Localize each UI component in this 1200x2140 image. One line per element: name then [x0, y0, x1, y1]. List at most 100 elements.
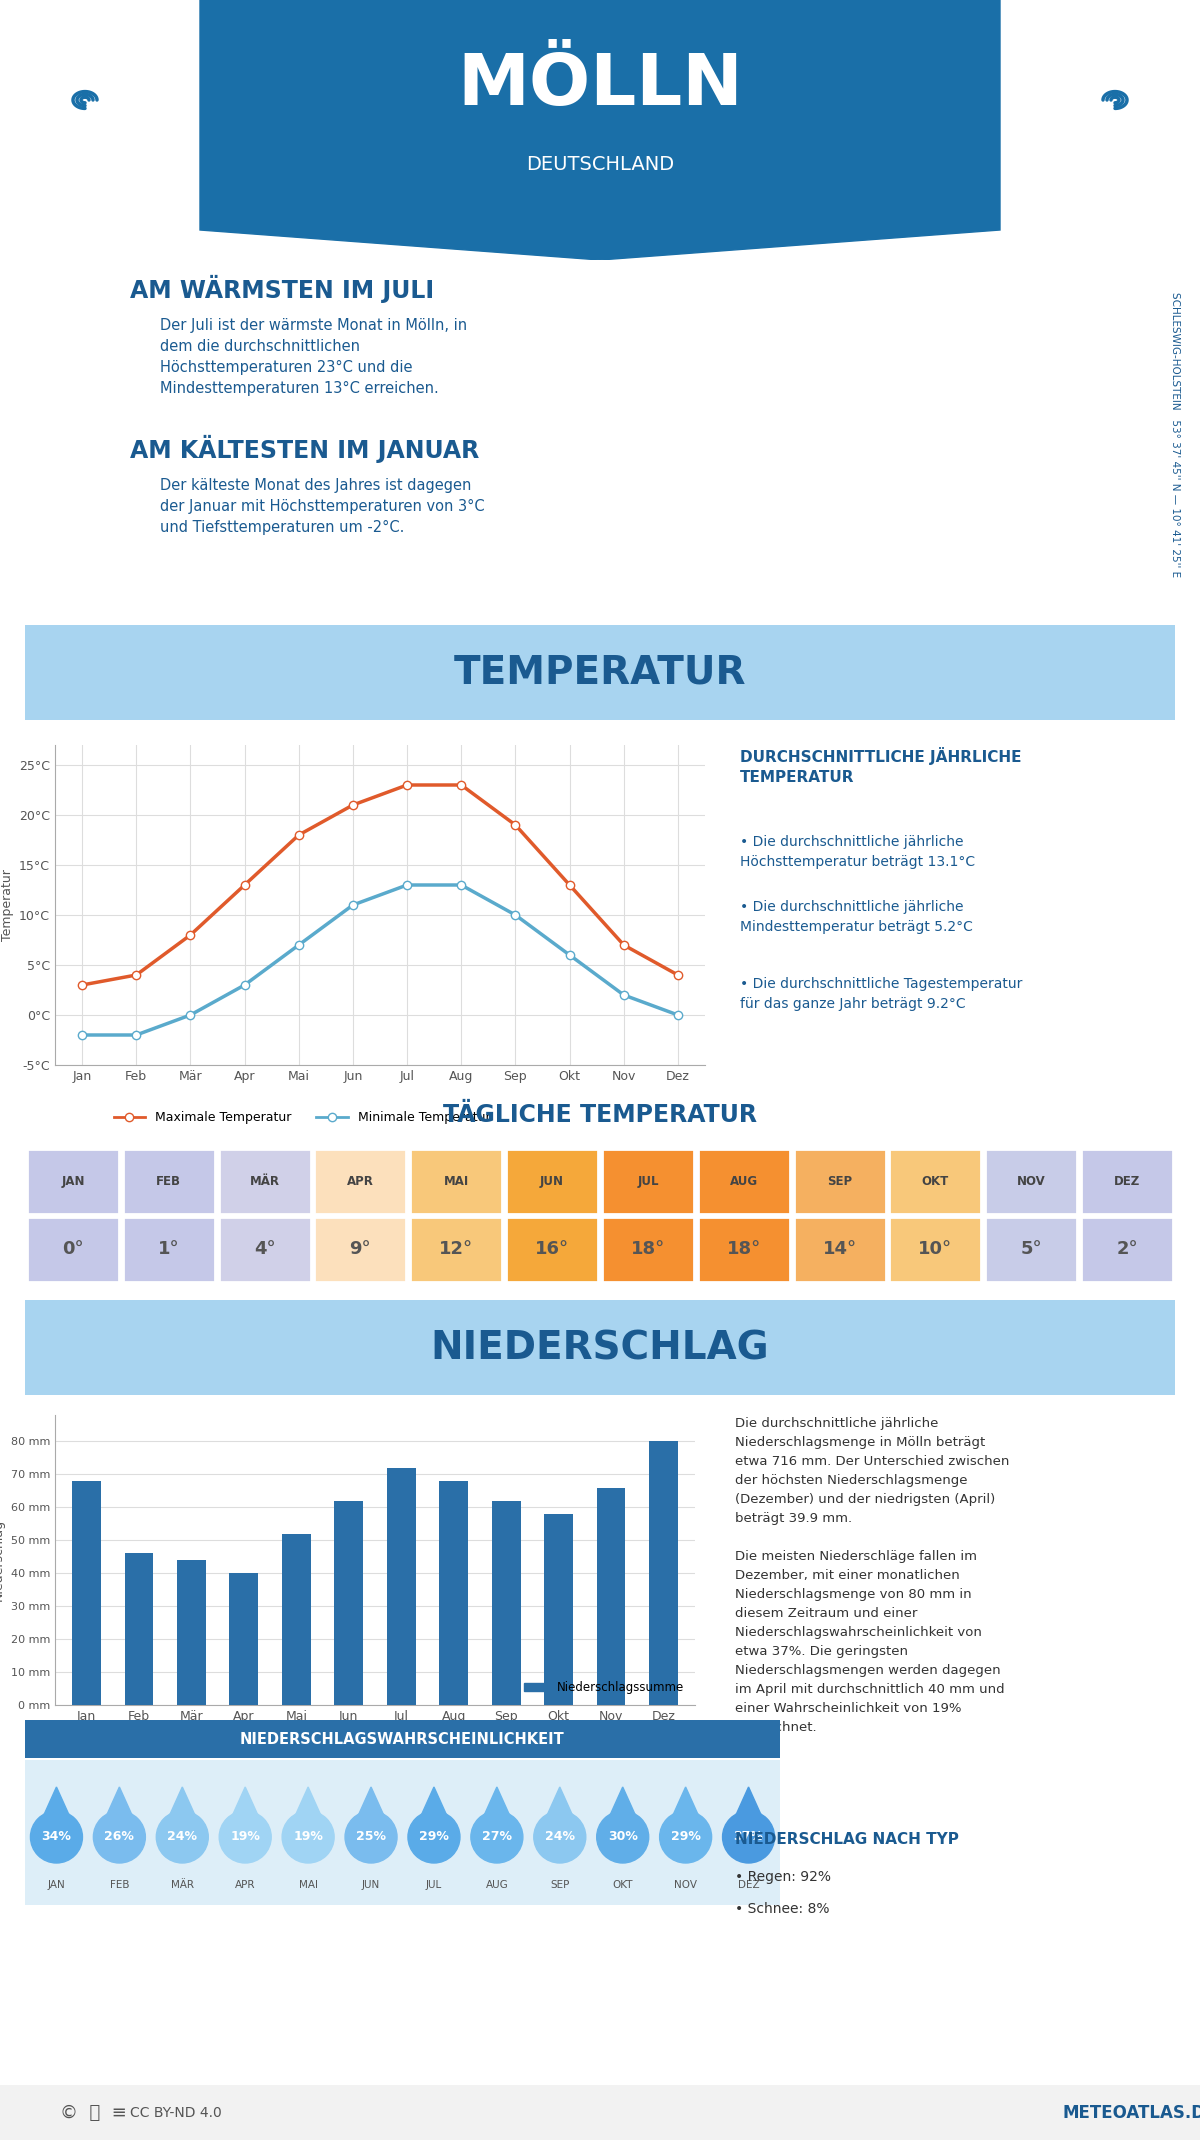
Text: 34%: 34%	[42, 1830, 71, 1843]
Text: DEUTSCHLAND: DEUTSCHLAND	[526, 156, 674, 175]
Text: FEB: FEB	[156, 1175, 181, 1188]
Text: 24%: 24%	[545, 1830, 575, 1843]
FancyBboxPatch shape	[1081, 1149, 1174, 1213]
Circle shape	[470, 1810, 523, 1864]
Text: 18°: 18°	[727, 1241, 761, 1258]
Y-axis label: Niederschlag: Niederschlag	[0, 1519, 5, 1601]
Text: TÄGLICHE TEMPERATUR: TÄGLICHE TEMPERATUR	[443, 1102, 757, 1128]
FancyBboxPatch shape	[26, 1149, 119, 1213]
Bar	[492, 1500, 521, 1706]
FancyBboxPatch shape	[122, 1218, 215, 1282]
Text: 1°: 1°	[158, 1241, 180, 1258]
Text: 12°: 12°	[439, 1241, 473, 1258]
FancyBboxPatch shape	[889, 1218, 982, 1282]
Text: JUL: JUL	[426, 1881, 442, 1890]
FancyBboxPatch shape	[697, 1149, 790, 1213]
Circle shape	[534, 1810, 586, 1864]
Text: AUG: AUG	[486, 1881, 509, 1890]
Text: 25%: 25%	[356, 1830, 386, 1843]
Text: OKT: OKT	[612, 1881, 632, 1890]
FancyBboxPatch shape	[697, 1218, 790, 1282]
Text: JAN: JAN	[61, 1175, 85, 1188]
Polygon shape	[200, 0, 1000, 259]
Text: NIEDERSCHLAGSWAHRSCHEINLICHKEIT: NIEDERSCHLAGSWAHRSCHEINLICHKEIT	[240, 1731, 564, 1746]
Legend: Maximale Temperatur, Minimale Temperatur: Maximale Temperatur, Minimale Temperatur	[109, 1106, 496, 1130]
Text: APR: APR	[235, 1881, 256, 1890]
Text: 10°: 10°	[918, 1241, 953, 1258]
Text: JUN: JUN	[362, 1881, 380, 1890]
FancyBboxPatch shape	[889, 1149, 982, 1213]
FancyBboxPatch shape	[793, 1218, 886, 1282]
Text: 29%: 29%	[671, 1830, 701, 1843]
Polygon shape	[605, 1787, 641, 1828]
FancyBboxPatch shape	[602, 1149, 694, 1213]
Text: OKT: OKT	[922, 1175, 949, 1188]
Text: NOV: NOV	[1016, 1175, 1045, 1188]
Bar	[72, 1481, 101, 1706]
Text: 29%: 29%	[419, 1830, 449, 1843]
Text: 16°: 16°	[535, 1241, 569, 1258]
Y-axis label: Temperatur: Temperatur	[0, 869, 13, 942]
Bar	[125, 1554, 154, 1706]
Polygon shape	[541, 1787, 577, 1828]
Bar	[229, 1573, 258, 1706]
Text: • Die durchschnittliche jährliche
Mindesttemperatur beträgt 5.2°C: • Die durchschnittliche jährliche Mindes…	[740, 901, 973, 933]
Polygon shape	[164, 1787, 200, 1828]
FancyBboxPatch shape	[506, 1149, 598, 1213]
FancyBboxPatch shape	[22, 621, 1178, 723]
FancyBboxPatch shape	[985, 1218, 1078, 1282]
Text: 5°: 5°	[1020, 1241, 1042, 1258]
Text: JUL: JUL	[637, 1175, 659, 1188]
Polygon shape	[353, 1787, 389, 1828]
Text: Der Juli ist der wärmste Monat in Mölln, in
dem die durchschnittlichen
Höchsttem: Der Juli ist der wärmste Monat in Mölln,…	[160, 319, 467, 396]
Bar	[649, 1442, 678, 1706]
Text: MAI: MAI	[444, 1175, 469, 1188]
Text: 9°: 9°	[349, 1241, 371, 1258]
FancyBboxPatch shape	[314, 1149, 407, 1213]
Text: 30%: 30%	[607, 1830, 637, 1843]
Bar	[596, 1487, 625, 1706]
FancyBboxPatch shape	[122, 1149, 215, 1213]
FancyBboxPatch shape	[22, 1757, 784, 1909]
Text: DEZ: DEZ	[1114, 1175, 1140, 1188]
Text: JAN: JAN	[48, 1881, 65, 1890]
FancyBboxPatch shape	[602, 1218, 694, 1282]
FancyBboxPatch shape	[218, 1149, 311, 1213]
Circle shape	[30, 1810, 83, 1864]
Text: SEP: SEP	[827, 1175, 852, 1188]
Text: AM KÄLTESTEN IM JANUAR: AM KÄLTESTEN IM JANUAR	[130, 434, 479, 462]
Circle shape	[346, 1810, 397, 1864]
Text: METEOATLAS.DE: METEOATLAS.DE	[1063, 2104, 1200, 2123]
Text: NIEDERSCHLAG: NIEDERSCHLAG	[431, 1329, 769, 1367]
Text: FEB: FEB	[109, 1881, 130, 1890]
FancyBboxPatch shape	[22, 1297, 1178, 1400]
Text: • Schnee: 8%: • Schnee: 8%	[734, 1902, 829, 1915]
FancyBboxPatch shape	[218, 1218, 311, 1282]
Polygon shape	[38, 1787, 74, 1828]
Text: APR: APR	[347, 1175, 374, 1188]
Circle shape	[220, 1810, 271, 1864]
Polygon shape	[416, 1787, 452, 1828]
Polygon shape	[227, 1787, 263, 1828]
Circle shape	[282, 1810, 334, 1864]
Polygon shape	[667, 1787, 703, 1828]
Text: Die durchschnittliche jährliche
Niederschlagsmenge in Mölln beträgt
etwa 716 mm.: Die durchschnittliche jährliche Niedersc…	[734, 1417, 1009, 1733]
FancyBboxPatch shape	[506, 1218, 598, 1282]
Bar	[282, 1534, 311, 1706]
Circle shape	[660, 1810, 712, 1864]
Text: SCHLESWIG-HOLSTEIN   53° 37' 45'' N — 10° 41' 25'' E: SCHLESWIG-HOLSTEIN 53° 37' 45'' N — 10° …	[1170, 293, 1180, 578]
Text: • Die durchschnittliche jährliche
Höchsttemperatur beträgt 13.1°C: • Die durchschnittliche jährliche Höchst…	[740, 835, 976, 869]
Text: • Die durchschnittliche Tagestemperatur
für das ganze Jahr beträgt 9.2°C: • Die durchschnittliche Tagestemperatur …	[740, 978, 1022, 1010]
FancyBboxPatch shape	[314, 1218, 407, 1282]
Legend: Niederschlagssumme: Niederschlagssumme	[520, 1676, 689, 1699]
Circle shape	[596, 1810, 649, 1864]
Text: MÄR: MÄR	[250, 1175, 280, 1188]
Text: 4°: 4°	[253, 1241, 275, 1258]
FancyBboxPatch shape	[793, 1149, 886, 1213]
Text: NIEDERSCHLAG NACH TYP: NIEDERSCHLAG NACH TYP	[734, 1832, 959, 1847]
Polygon shape	[479, 1787, 515, 1828]
Text: SEP: SEP	[550, 1881, 570, 1890]
FancyBboxPatch shape	[22, 1716, 784, 1761]
Text: ©  ⓘ  ≡: © ⓘ ≡	[60, 2104, 127, 2123]
Text: CC BY-ND 4.0: CC BY-ND 4.0	[130, 2106, 222, 2121]
